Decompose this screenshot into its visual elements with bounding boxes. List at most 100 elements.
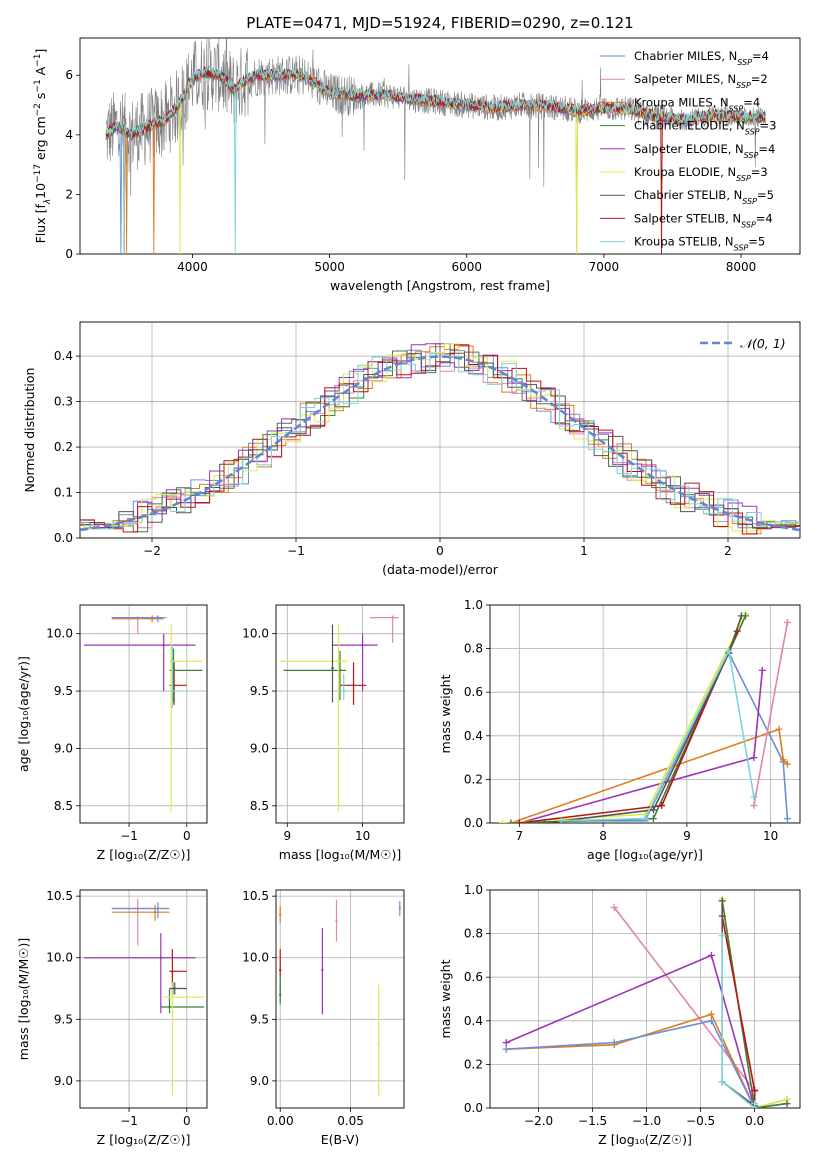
y-tick-label: 9.0 (250, 741, 269, 755)
legend-sub: SSP (736, 81, 751, 90)
y-tick-label: 9.5 (250, 1012, 269, 1026)
x-tick-label: 0 (183, 1114, 191, 1128)
series-marker-cs (540, 819, 548, 823)
x-axis-label: mass [log₁₀(M/M☉)] (279, 847, 401, 862)
y-axis-label-part: Flux [f (33, 204, 48, 244)
legend-entry-sm: Salpeter MILES, NSSP=2 (634, 72, 768, 90)
mass_vs_ebv-points (279, 899, 401, 1096)
x-tick-label: −1 (287, 544, 305, 558)
age_vs_z-points (84, 615, 203, 812)
legend-entry-ke: Kroupa ELODIE, NSSP=3 (634, 165, 768, 183)
x-tick-label: 8 (599, 829, 607, 843)
series-marker-sm (610, 903, 618, 911)
y-tick-label: 0.0 (464, 1101, 483, 1115)
series-marker-se (707, 951, 715, 959)
axes-frame (489, 889, 801, 1109)
legend-entry-km: Kroupa MILES, NSSP=4 (634, 95, 760, 113)
histogram-cs (80, 352, 800, 528)
spectrum-lines (105, 38, 766, 254)
legend-name: Salpeter STELIB, N (634, 211, 741, 225)
series-marker-ks (751, 1100, 759, 1108)
series-marker-ks (718, 932, 726, 940)
series-marker-ks (718, 1078, 726, 1086)
series-marker-ce (783, 1100, 791, 1108)
y-axis-label-part: ] (33, 49, 48, 54)
point-sm (335, 919, 338, 922)
normal-legend-label: 𝒩(0, 1) (740, 336, 786, 351)
y-tick-label: 10.0 (46, 627, 73, 641)
point-ke (337, 660, 340, 663)
legend-name: Chabrier STELIB, N (634, 188, 742, 202)
axes-frame (79, 604, 208, 824)
series-line-sm (753, 622, 789, 806)
point-ss (279, 968, 282, 972)
y-tick-label: 0.2 (464, 1057, 483, 1071)
x-axis-label: Z [log₁₀(Z/Z☉)] (97, 1132, 191, 1147)
x-tick-label: 6000 (451, 260, 482, 274)
point-ss (352, 684, 355, 687)
y-axis-label-part: s (33, 93, 48, 104)
legend-sub: SSP (742, 197, 757, 206)
point-ce (279, 993, 282, 996)
y-tick-label: 9.5 (54, 684, 73, 698)
legend-suffix: =2 (751, 72, 768, 86)
y-axis-label: Flux [fλ10−17 erg cm−2 s−1 A−1] (33, 49, 53, 244)
y-tick-label: 0.4 (54, 349, 73, 363)
series-marker-cs (649, 806, 657, 814)
legend-suffix: =4 (743, 95, 760, 109)
series-marker-ks (725, 647, 733, 655)
axes-frame (79, 889, 208, 1109)
series-marker-cs (718, 897, 726, 905)
weight_vs_z-axes: −2.0 −1.5 −1.0 −0.5 0.0 0.0 0.2 0.4 0.6 0.8 1.0 Z [… (438, 883, 801, 1147)
legend-suffix: =3 (760, 119, 777, 133)
series-marker-km (775, 725, 783, 733)
axes-frame (79, 321, 801, 539)
legend-sub: SSP (744, 150, 759, 159)
series-marker-ss (658, 802, 666, 810)
y-tick-label: 0.0 (54, 531, 73, 545)
axes-frame (275, 889, 405, 1109)
y-tick-label: 9.5 (54, 1012, 73, 1026)
weight_vs_age-axes: 7 8 9 10 0.0 0.2 0.4 0.6 0.8 1.0 age [log₁₀(age/yr… (438, 598, 801, 862)
series-line-cs (544, 615, 743, 823)
y-axis-label-part: −1 (33, 54, 43, 67)
point-ks (342, 689, 345, 693)
spectrum-axes: 4000 5000 6000 7000 8000 0 2 4 6 wavelength [Angs… (65, 37, 801, 293)
point-cm (156, 616, 160, 619)
x-tick-label: 9 (683, 829, 691, 843)
axes-frame (79, 37, 801, 255)
x-axis-label: (data-model)/error (382, 562, 499, 577)
series-line-ks (561, 648, 755, 822)
x-axis-label: Z [log₁₀(Z/Z☉)] (598, 1132, 692, 1147)
axes-frame (275, 604, 405, 824)
y-tick-label: 0.2 (54, 440, 73, 454)
mass_vs_ebv-axes: 0.00 0.05 9.0 9.5 10.0 10.5 E(B-V) (242, 889, 405, 1147)
y-tick-label: 4 (65, 128, 73, 142)
x-tick-label: 9 (283, 829, 291, 843)
legend-name: Salpeter ELODIE, N (634, 142, 744, 156)
x-tick-label: 10 (355, 829, 370, 843)
y-tick-label: 0.2 (464, 772, 483, 786)
series-line-ks (721, 935, 756, 1108)
model-spectrum-ss (105, 66, 766, 254)
point-ke (171, 995, 174, 999)
y-tick-label: 10.0 (242, 951, 269, 965)
legend-suffix: =4 (758, 142, 775, 156)
legend-sub: SSP (736, 174, 751, 183)
x-tick-label: −1.0 (632, 1114, 661, 1128)
series-marker-km (783, 760, 791, 768)
series-line-ce (721, 900, 788, 1108)
x-tick-label: −1.5 (578, 1114, 607, 1128)
series-marker-ks (750, 793, 758, 801)
x-tick-label: 7000 (589, 260, 620, 274)
x-tick-label: 0 (183, 829, 191, 843)
y-tick-label: 0.8 (464, 927, 483, 941)
point-ss (171, 970, 174, 973)
series-marker-km (779, 756, 787, 764)
y-tick-label: 9.0 (54, 741, 73, 755)
legend-suffix: =4 (752, 49, 769, 63)
y-axis-label-part: λ (43, 199, 53, 205)
legend-entry-ss: Salpeter STELIB, NSSP=4 (634, 211, 773, 229)
x-axis-label: Z [log₁₀(Z/Z☉)] (97, 847, 191, 862)
